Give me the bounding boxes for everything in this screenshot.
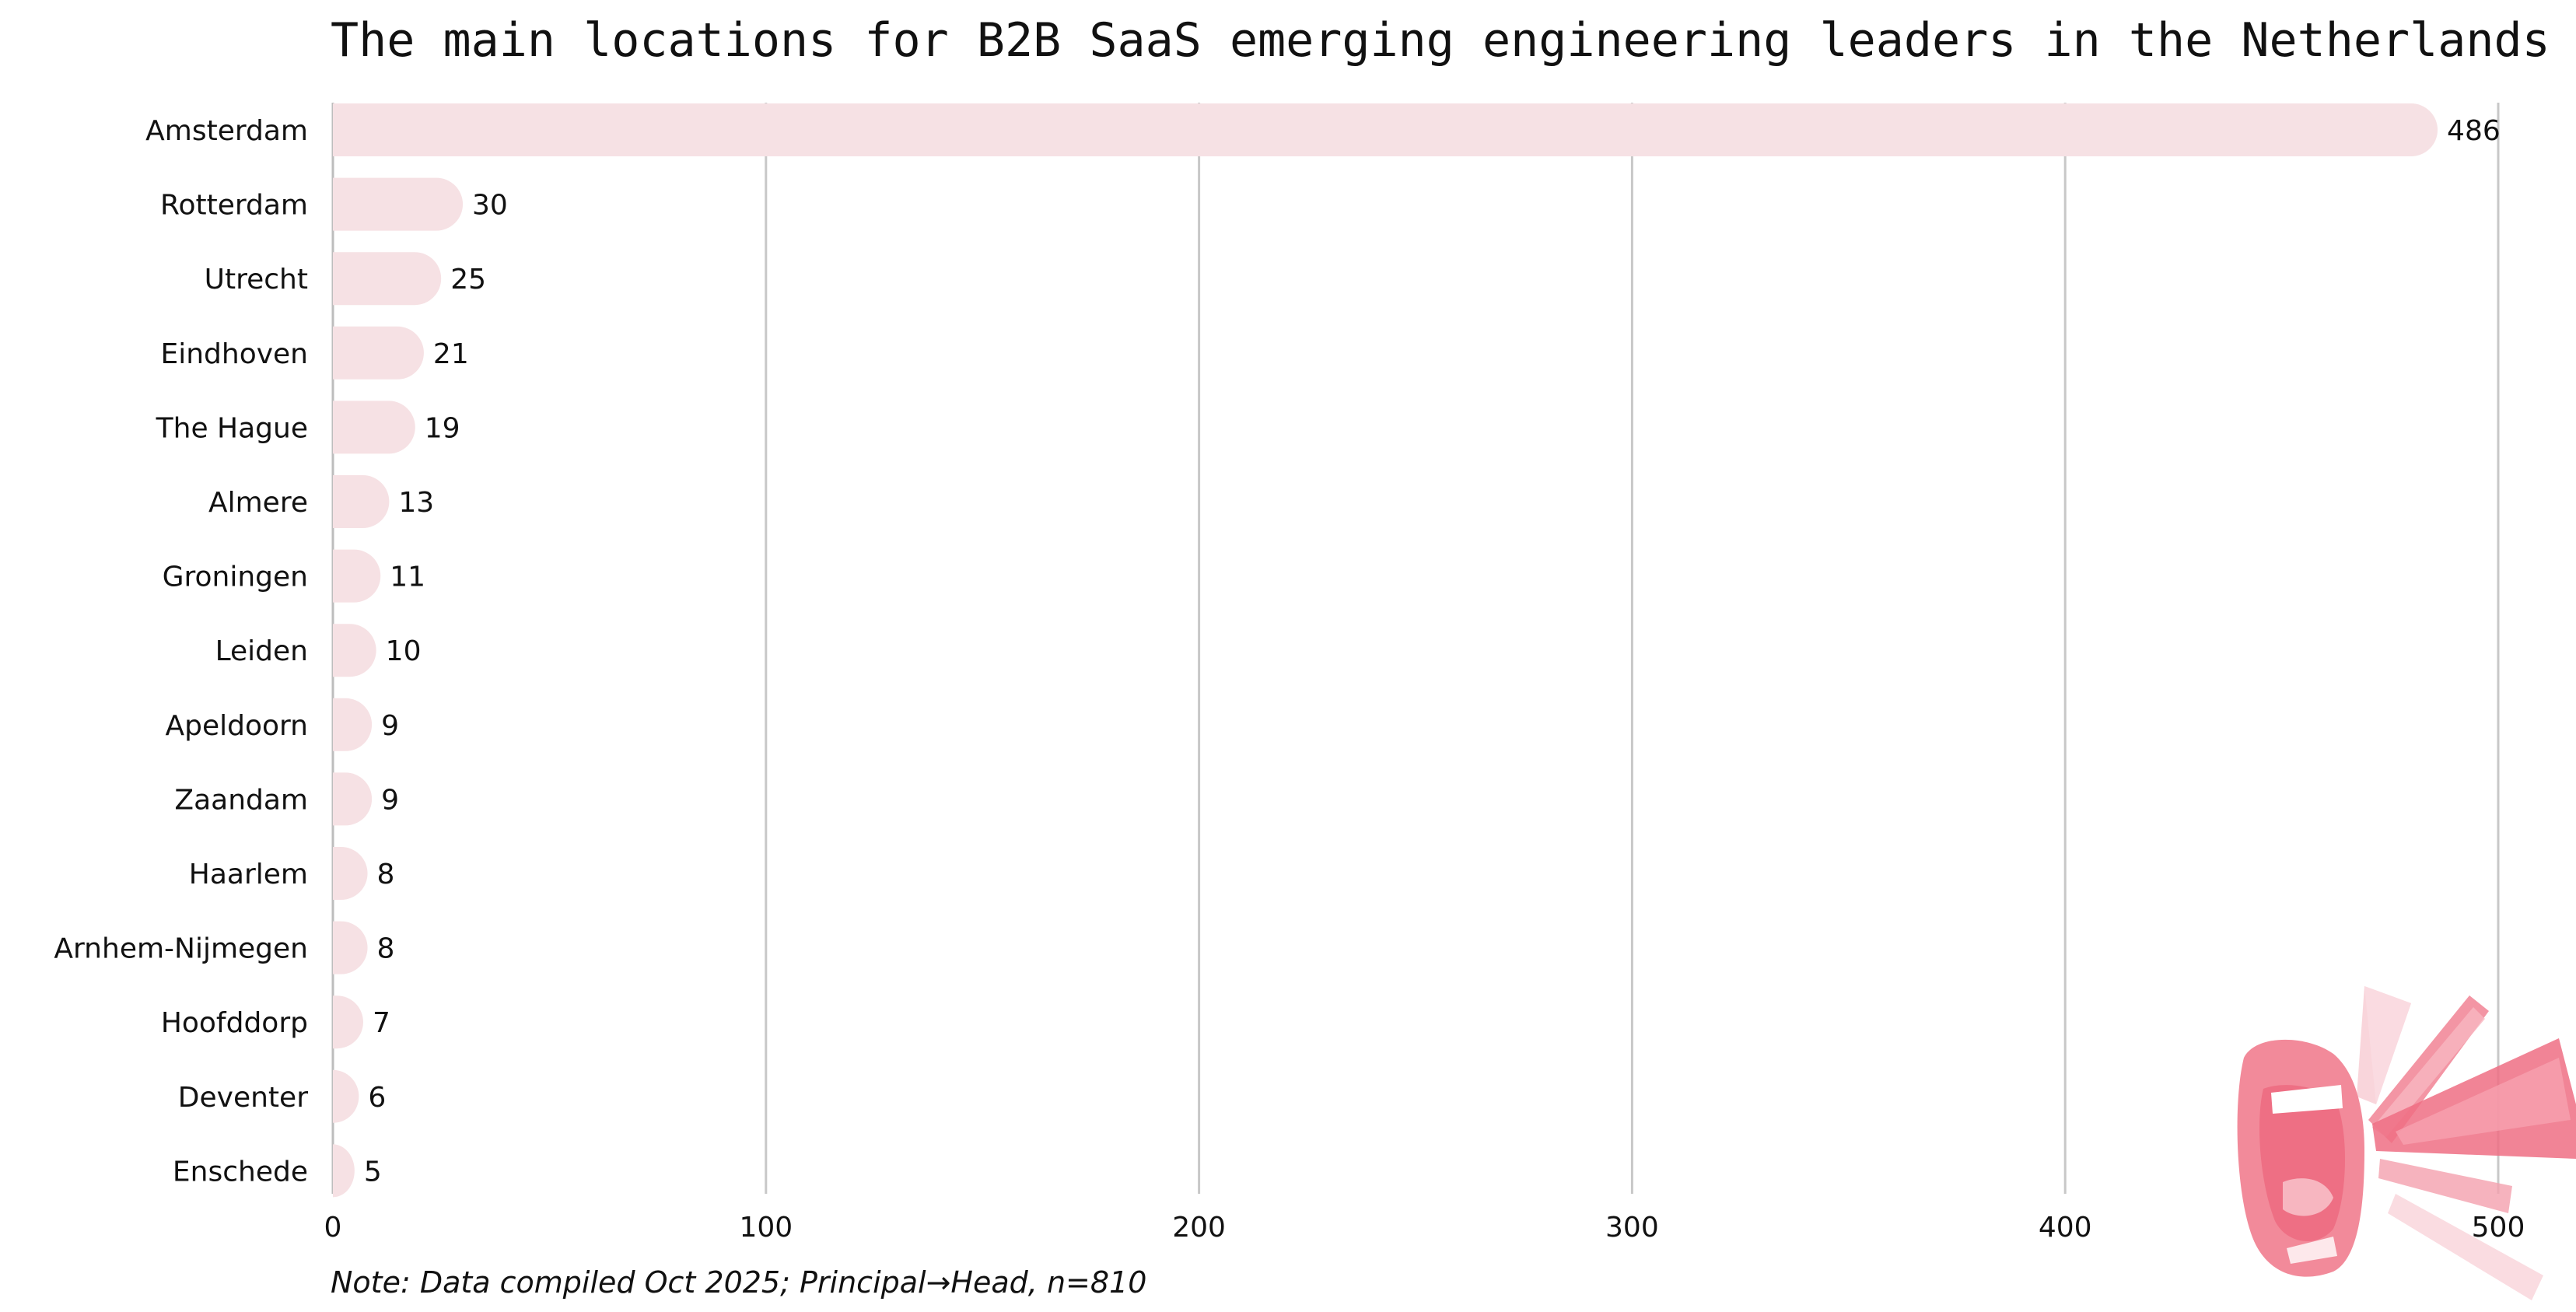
category-label: Groningen bbox=[163, 562, 308, 593]
bar-the-hague bbox=[333, 401, 415, 454]
value-label: 25 bbox=[450, 264, 486, 296]
x-axis-ticks: 0 100 200 300 400 500 bbox=[324, 1212, 2525, 1244]
bar-utrecht bbox=[333, 252, 442, 306]
category-label: Haarlem bbox=[189, 859, 308, 890]
value-label: 19 bbox=[425, 412, 460, 444]
category-label: Hoofddorp bbox=[161, 1007, 308, 1039]
chart-note: Note: Data compiled Oct 2025; Principal→… bbox=[331, 1265, 1146, 1300]
bar-leiden bbox=[333, 624, 376, 677]
category-label: Rotterdam bbox=[160, 190, 308, 222]
category-label: The Hague bbox=[156, 412, 308, 444]
value-label: 13 bbox=[398, 487, 434, 519]
bar-zaandam bbox=[333, 772, 373, 826]
category-label: Deventer bbox=[178, 1082, 308, 1114]
bar-groningen bbox=[333, 549, 381, 603]
bar-arnhem-nijmegen bbox=[333, 921, 368, 974]
value-label: 8 bbox=[377, 933, 395, 965]
value-label: 8 bbox=[377, 859, 395, 890]
bar-rotterdam bbox=[333, 177, 464, 231]
value-labels: 486 30 25 21 19 13 11 10 9 9 8 8 7 6 5 bbox=[364, 115, 2501, 1188]
category-label: Enschede bbox=[173, 1156, 308, 1188]
value-label: 5 bbox=[364, 1156, 382, 1188]
gridlines bbox=[331, 103, 2500, 1194]
category-label: Eindhoven bbox=[160, 338, 308, 370]
category-label: Leiden bbox=[215, 635, 308, 667]
value-label: 11 bbox=[390, 562, 425, 593]
bar-almere bbox=[333, 475, 390, 528]
value-label: 7 bbox=[373, 1007, 390, 1039]
bar-deventer bbox=[333, 1069, 359, 1123]
category-label: Zaandam bbox=[174, 784, 308, 816]
value-label: 9 bbox=[381, 710, 399, 742]
category-label: Almere bbox=[208, 487, 308, 519]
x-tick-label: 500 bbox=[2472, 1212, 2525, 1244]
category-label: Arnhem-Nijmegen bbox=[54, 933, 308, 965]
bar-eindhoven bbox=[333, 326, 424, 380]
bar-enschede bbox=[333, 1144, 355, 1198]
bar-apeldoorn bbox=[333, 698, 373, 751]
bar-hoofddorp bbox=[333, 995, 363, 1049]
x-tick-label: 300 bbox=[1605, 1212, 1659, 1244]
value-label: 30 bbox=[472, 190, 508, 222]
value-label: 10 bbox=[386, 635, 422, 667]
value-label: 21 bbox=[433, 338, 469, 370]
bar-amsterdam bbox=[333, 103, 2438, 156]
category-label: Utrecht bbox=[205, 264, 308, 296]
chart-title: The main locations for B2B SaaS emerging… bbox=[331, 13, 2576, 68]
value-label: 9 bbox=[381, 784, 399, 816]
x-tick-label: 400 bbox=[2039, 1212, 2092, 1244]
bars bbox=[333, 103, 2438, 1198]
bar-haarlem bbox=[333, 847, 368, 900]
category-label: Apeldoorn bbox=[165, 710, 308, 742]
shouting-mouth-illustration-icon bbox=[2237, 986, 2576, 1300]
value-label: 6 bbox=[368, 1082, 386, 1114]
x-tick-label: 0 bbox=[324, 1212, 342, 1244]
value-label: 486 bbox=[2447, 115, 2501, 147]
x-tick-label: 200 bbox=[1172, 1212, 1226, 1244]
category-labels: Amsterdam Rotterdam Utrecht Eindhoven The Ha… bbox=[54, 115, 308, 1188]
category-label: Amsterdam bbox=[145, 115, 308, 147]
x-tick-label: 100 bbox=[739, 1212, 793, 1244]
